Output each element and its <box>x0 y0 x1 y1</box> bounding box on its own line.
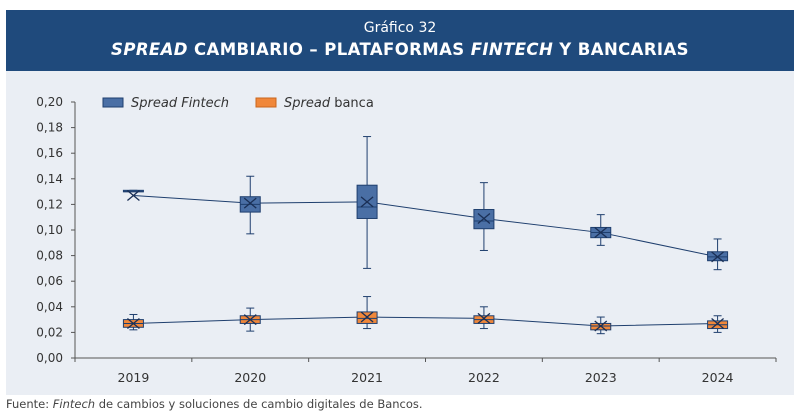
box-fintech <box>590 214 612 246</box>
chart-title: SPREAD CAMBIARIO – PLATAFORMAS FINTECH Y… <box>6 40 794 59</box>
source-note: Fuente: Fintech de cambios y soluciones … <box>6 397 423 411</box>
box-banca <box>473 306 495 330</box>
mean-marker <box>127 189 140 201</box>
legend-label: Spread Fintech <box>131 96 229 111</box>
legend-label-part: Spread <box>131 96 178 111</box>
mean-marker <box>243 197 257 209</box>
mean-marker <box>711 251 724 263</box>
mean-marker <box>594 227 608 239</box>
source-prefix: Fuente: <box>6 397 53 411</box>
legend-label-part: Fintech <box>177 96 229 111</box>
x-tick-label: 2024 <box>702 370 734 385</box>
y-tick-label: 0,20 <box>36 95 63 109</box>
legend-label: Spread banca <box>284 96 374 111</box>
mean-marker <box>360 311 374 323</box>
chart-number: Gráfico 32 <box>363 20 437 36</box>
legend-label-part: Spread <box>284 96 331 111</box>
chart-header: Gráfico 32 SPREAD CAMBIARIO – PLATAFORMA… <box>6 10 794 71</box>
box-fintech <box>239 175 261 235</box>
title-part: SPREAD <box>111 40 188 59</box>
y-tick-label: 0,02 <box>36 325 63 339</box>
source-italic: Fintech <box>52 397 96 411</box>
mean-marker <box>360 196 374 208</box>
y-tick-label: 0,00 <box>36 351 63 365</box>
box-banca <box>122 313 144 331</box>
y-tick-label: 0,06 <box>36 274 63 288</box>
x-tick-label: 2021 <box>351 370 383 385</box>
box-banca <box>707 315 729 333</box>
title-part: Y BANCARIAS <box>553 40 689 59</box>
chart-panel: 0,00 0,02 0,04 0,06 0,08 0,10 0,12 0,14 0,16 0,18… <box>6 71 794 395</box>
mean-marker <box>127 317 140 329</box>
mean-marker <box>594 320 608 332</box>
x-tick-label: 2023 <box>585 370 617 385</box>
mean-line-fintech <box>133 194 718 258</box>
title-part: CAMBIARIO – PLATAFORMAS <box>187 40 471 59</box>
box-banca <box>356 296 378 330</box>
y-tick-label: 0,16 <box>36 146 63 160</box>
y-tick-label: 0,04 <box>36 300 63 314</box>
x-tick-label: 2019 <box>118 370 150 385</box>
mean-marker <box>477 212 491 224</box>
x-tick-label: 2022 <box>468 370 500 385</box>
box-fintech <box>122 189 144 201</box>
y-tick-label: 0,12 <box>36 197 63 211</box>
x-tick-label: 2020 <box>234 370 266 385</box>
mean-marker <box>477 312 491 324</box>
mean-line-banca <box>133 316 718 327</box>
legend-item-fintech: Spread Fintech <box>102 96 229 111</box>
box-fintech <box>707 238 729 271</box>
y-tick-label: 0,14 <box>36 172 63 186</box>
legend-label-part: banca <box>330 96 374 111</box>
title-part: FINTECH <box>470 40 554 59</box>
box-fintech <box>473 182 495 251</box>
legend-swatch <box>102 97 124 108</box>
boxplot-chart: 0,00 0,02 0,04 0,06 0,08 0,10 0,12 0,14 0,16 0,18… <box>36 95 777 385</box>
source-rest: de cambios y soluciones de cambio digita… <box>95 397 423 411</box>
box-banca <box>239 307 261 332</box>
y-tick-label: 0,08 <box>36 249 63 263</box>
box-banca <box>590 316 612 335</box>
mean-marker <box>243 314 257 326</box>
legend-swatch <box>255 97 277 108</box>
box-fintech <box>356 136 378 269</box>
mean-marker <box>711 317 724 329</box>
y-tick-label: 0,10 <box>36 223 63 237</box>
y-tick-label: 0,18 <box>36 121 63 135</box>
legend-item-banca: Spread banca <box>255 96 374 111</box>
